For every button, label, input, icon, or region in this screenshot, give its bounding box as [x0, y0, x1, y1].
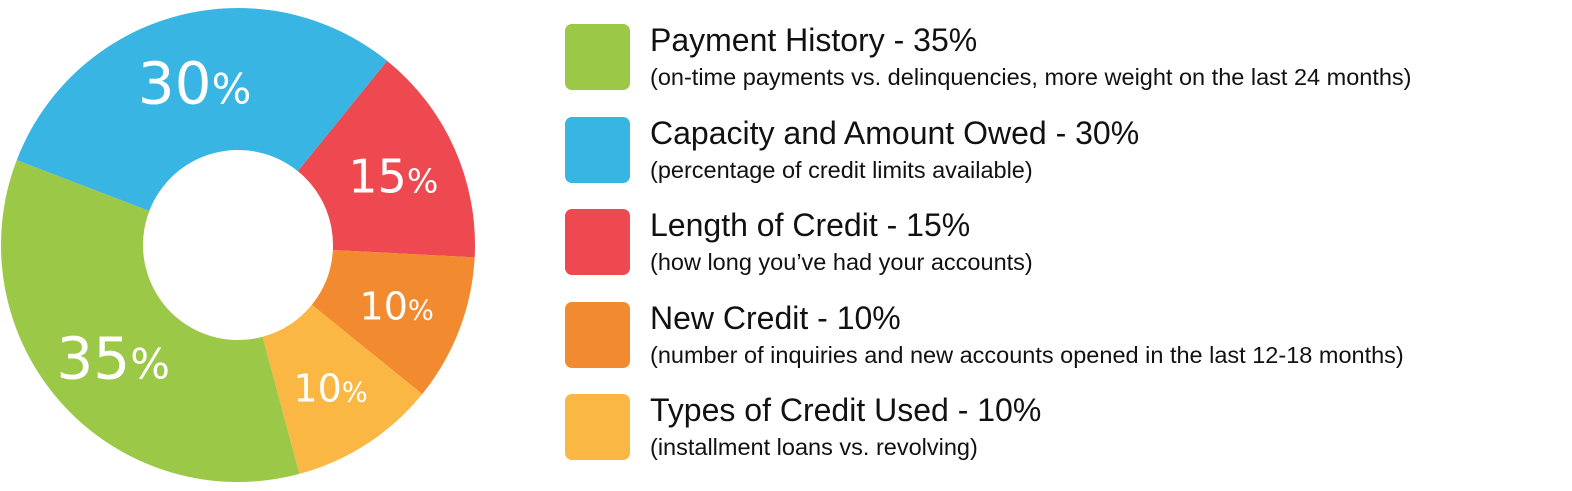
slice-payment-history	[1, 160, 300, 482]
legend-subtitle: (number of inquiries and new accounts op…	[650, 341, 1404, 368]
legend-title: New Credit - 10%	[650, 299, 901, 336]
legend-subtitle: (on-time payments vs. delinquencies, mor…	[650, 64, 1412, 90]
slice-value-label: 30%	[138, 50, 251, 118]
legend-swatch	[565, 209, 630, 275]
donut-chart: 15% 10% 10% 35% 30%	[1, 8, 475, 482]
slice-length-of-credit	[297, 60, 475, 258]
legend-swatch	[565, 24, 630, 90]
slice-types-of-credit-used	[262, 304, 423, 474]
legend-subtitle: (how long you’ve had your accounts)	[650, 249, 1033, 275]
slice-capacity-and-amount-owed	[16, 8, 388, 211]
legend-title: Length of Credit - 15%	[650, 207, 971, 243]
legend-title: Payment History - 35%	[650, 22, 978, 58]
legend-swatch	[565, 394, 630, 460]
slice-new-credit	[311, 249, 475, 395]
slice-value-label: 10%	[360, 285, 434, 329]
legend-swatch	[565, 116, 630, 183]
slice-value-label: 10%	[293, 366, 367, 410]
legend-title: Types of Credit Used - 10%	[650, 392, 1042, 428]
slice-value-label: 35%	[56, 324, 169, 392]
slice-value-label: 15%	[348, 149, 438, 203]
legend-title: Capacity and Amount Owed - 30%	[650, 114, 1140, 151]
legend-swatch	[565, 301, 630, 368]
legend-subtitle: (installment loans vs. revolving)	[650, 434, 978, 460]
legend-subtitle: (percentage of credit limits available)	[650, 156, 1033, 183]
